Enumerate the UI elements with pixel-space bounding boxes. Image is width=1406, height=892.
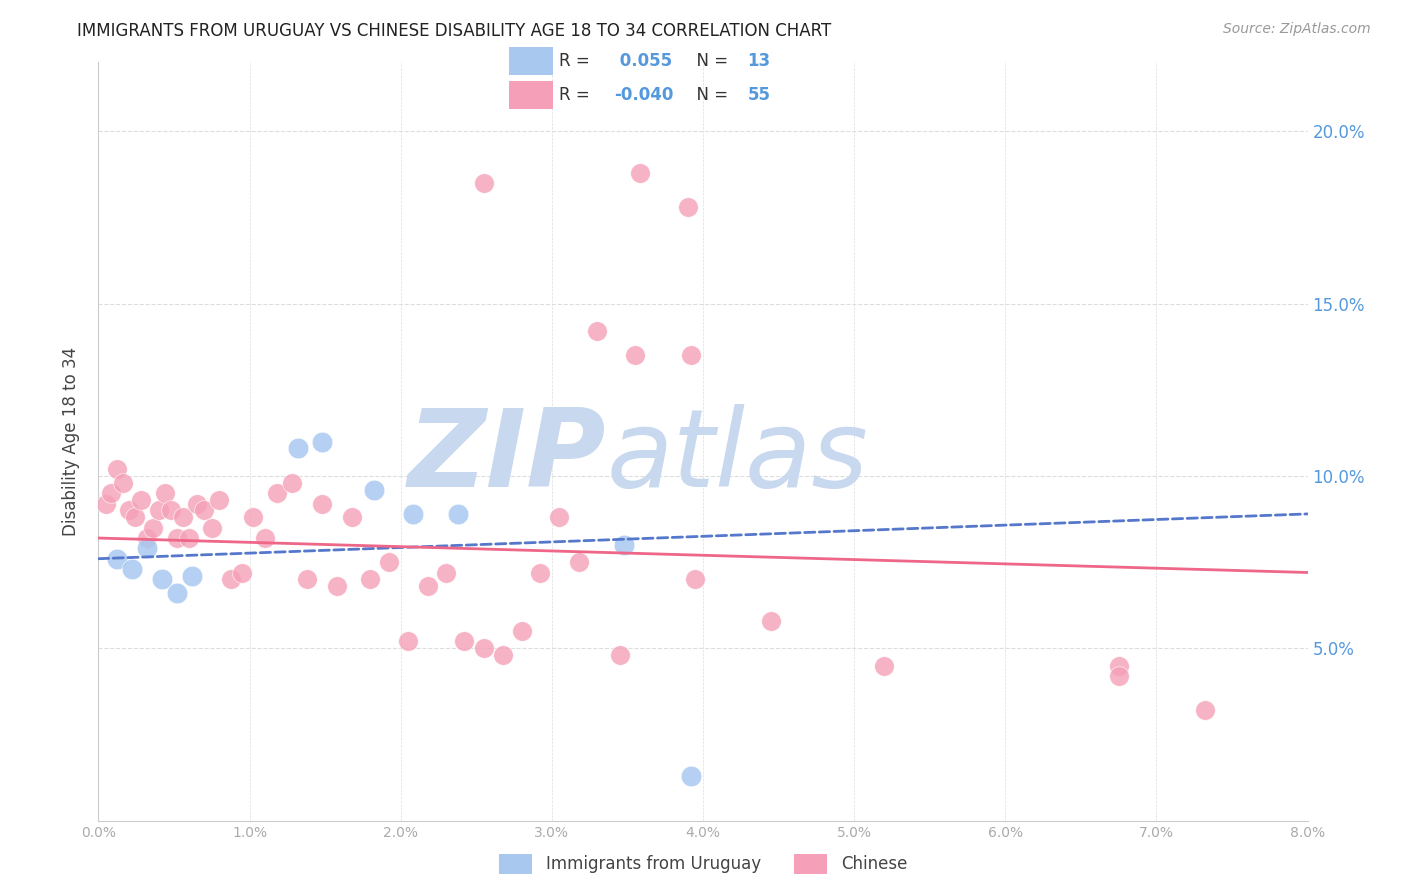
Point bbox=[186, 497, 208, 511]
Point bbox=[105, 551, 128, 566]
Point bbox=[150, 573, 173, 587]
Point bbox=[153, 486, 176, 500]
Point bbox=[342, 510, 364, 524]
FancyBboxPatch shape bbox=[509, 47, 553, 75]
Text: R =: R = bbox=[558, 53, 595, 70]
Text: N =: N = bbox=[686, 87, 733, 104]
Point bbox=[142, 521, 165, 535]
Text: atlas: atlas bbox=[606, 404, 868, 509]
Point bbox=[266, 486, 288, 500]
Point bbox=[453, 634, 475, 648]
Point bbox=[363, 483, 385, 497]
Point bbox=[679, 348, 702, 362]
Point bbox=[231, 566, 253, 580]
Point bbox=[492, 648, 515, 663]
Point bbox=[166, 586, 188, 600]
Text: ZIP: ZIP bbox=[408, 404, 606, 509]
Text: 0.055: 0.055 bbox=[614, 53, 672, 70]
Point bbox=[281, 475, 304, 490]
Point bbox=[1108, 658, 1130, 673]
Point bbox=[253, 531, 276, 545]
Point bbox=[118, 503, 141, 517]
Point bbox=[166, 531, 188, 545]
Text: IMMIGRANTS FROM URUGUAY VS CHINESE DISABILITY AGE 18 TO 34 CORRELATION CHART: IMMIGRANTS FROM URUGUAY VS CHINESE DISAB… bbox=[77, 22, 831, 40]
Point bbox=[568, 555, 591, 569]
Point bbox=[759, 614, 782, 628]
Point bbox=[124, 510, 146, 524]
Point bbox=[676, 200, 699, 214]
Point bbox=[208, 493, 231, 508]
Point bbox=[685, 573, 707, 587]
Point bbox=[586, 324, 609, 338]
Point bbox=[148, 503, 170, 517]
Point bbox=[135, 531, 157, 545]
Point bbox=[135, 541, 157, 556]
Point bbox=[105, 462, 128, 476]
Point bbox=[679, 769, 702, 783]
Text: Source: ZipAtlas.com: Source: ZipAtlas.com bbox=[1223, 22, 1371, 37]
Point bbox=[121, 562, 143, 576]
Point bbox=[434, 566, 457, 580]
Point bbox=[416, 579, 439, 593]
Point bbox=[609, 648, 631, 663]
Point bbox=[396, 634, 419, 648]
Text: R =: R = bbox=[558, 87, 595, 104]
Point bbox=[221, 573, 243, 587]
Text: 55: 55 bbox=[748, 87, 770, 104]
Point bbox=[613, 538, 636, 552]
Text: -0.040: -0.040 bbox=[614, 87, 673, 104]
Point bbox=[447, 507, 470, 521]
Point bbox=[179, 531, 201, 545]
Point bbox=[377, 555, 399, 569]
Point bbox=[472, 641, 495, 656]
Point bbox=[1194, 703, 1216, 717]
Point bbox=[311, 497, 333, 511]
Point bbox=[360, 573, 382, 587]
Point bbox=[628, 166, 651, 180]
Point bbox=[193, 503, 215, 517]
Legend: Immigrants from Uruguay, Chinese: Immigrants from Uruguay, Chinese bbox=[492, 847, 914, 880]
Text: N =: N = bbox=[686, 53, 733, 70]
Point bbox=[548, 510, 571, 524]
Text: 13: 13 bbox=[748, 53, 770, 70]
FancyBboxPatch shape bbox=[509, 81, 553, 109]
Point bbox=[100, 486, 122, 500]
Point bbox=[472, 176, 495, 190]
Point bbox=[160, 503, 183, 517]
Point bbox=[287, 442, 309, 456]
Point bbox=[873, 658, 896, 673]
Point bbox=[510, 624, 533, 639]
Point bbox=[529, 566, 551, 580]
Point bbox=[295, 573, 318, 587]
Point bbox=[94, 497, 117, 511]
Point bbox=[311, 434, 333, 449]
Point bbox=[242, 510, 264, 524]
Point bbox=[129, 493, 152, 508]
Point bbox=[181, 569, 204, 583]
Point bbox=[326, 579, 349, 593]
Point bbox=[172, 510, 194, 524]
Point bbox=[201, 521, 224, 535]
Point bbox=[624, 348, 647, 362]
Point bbox=[111, 475, 134, 490]
Point bbox=[402, 507, 425, 521]
Y-axis label: Disability Age 18 to 34: Disability Age 18 to 34 bbox=[62, 347, 80, 536]
Point bbox=[1108, 669, 1130, 683]
